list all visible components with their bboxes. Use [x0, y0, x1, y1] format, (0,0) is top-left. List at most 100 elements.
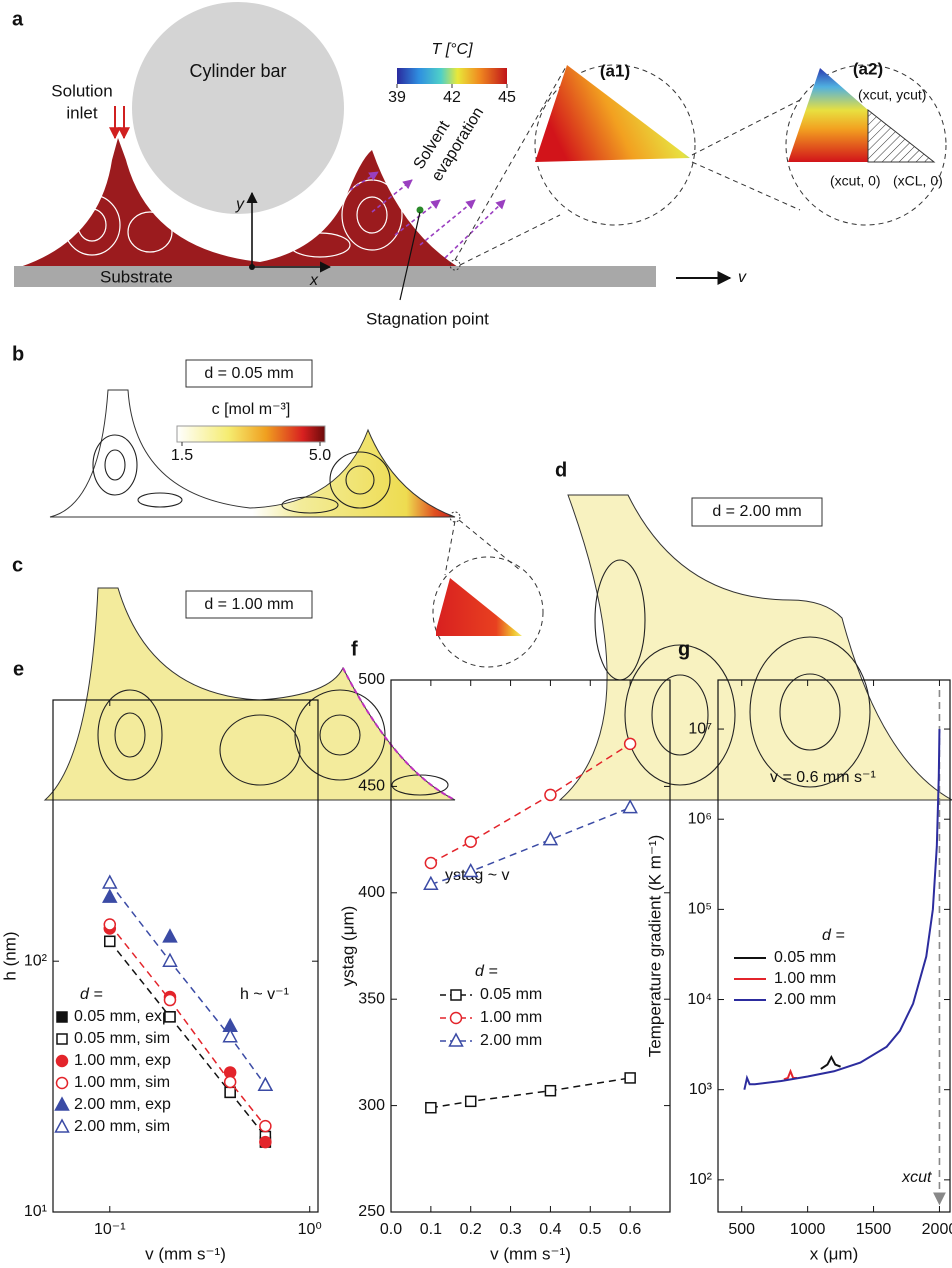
data-point: [544, 1084, 557, 1097]
streamline: [651, 674, 709, 756]
x-tick-label: 2000: [922, 1221, 952, 1238]
x-tick-label: 10⁻¹: [94, 1221, 126, 1238]
cylinder: [132, 2, 344, 214]
streamline: [137, 492, 183, 508]
x-tick-label: 0.3: [499, 1221, 521, 1238]
panel-b: b d = 0.05 mm c [mol m⁻³]: [12, 343, 544, 668]
zoom-circle: [785, 64, 947, 226]
data-point: [622, 799, 638, 814]
y-tick-label: 10²: [24, 952, 48, 969]
panel-c: c d = 1.00 mm: [12, 554, 456, 801]
series-line: [109, 882, 266, 1086]
zoom-circle: [432, 556, 544, 668]
legend-marker: [54, 1118, 70, 1133]
cut-label: xcut: [901, 1169, 932, 1186]
data-point: [424, 856, 438, 870]
data-point: [223, 1075, 237, 1089]
x-tick-label: 0.1: [420, 1221, 442, 1238]
data-point: [102, 888, 118, 903]
x-axis-label: v (mm s⁻¹): [490, 1244, 571, 1263]
series-line: [820, 1054, 841, 1070]
streamline: [281, 496, 339, 514]
panel-d: d d = 2.00 mm: [555, 459, 952, 801]
legend-marker: [54, 1096, 70, 1111]
series-line: [109, 940, 266, 1137]
legend-title: d =: [80, 986, 103, 1003]
panel-label: d: [555, 459, 567, 481]
x-tick-label: 500: [728, 1221, 755, 1238]
zoom-line: [691, 161, 801, 211]
y-tick-label: 250: [358, 1203, 385, 1220]
data-point: [542, 831, 559, 846]
data-point: [624, 1072, 636, 1084]
data-point: [544, 788, 557, 802]
legend-marker: [448, 1032, 464, 1047]
zoom-lines: [454, 64, 801, 266]
data-point: [162, 952, 178, 967]
origin: [249, 264, 255, 270]
data-point: [464, 1095, 477, 1108]
zoom-label: (a1): [600, 61, 630, 80]
data-point: [462, 862, 479, 878]
stagnation-point: [416, 206, 424, 214]
streamline: [127, 211, 173, 253]
zoom-line: [459, 214, 561, 266]
streamline: [219, 714, 301, 786]
evaporation-arrow: [444, 199, 506, 259]
y-axis-label: ystag (μm): [338, 906, 357, 987]
legend-marker: [55, 1054, 69, 1068]
y-label: y: [235, 196, 245, 213]
x-label: x: [309, 272, 319, 289]
series-line: [430, 806, 631, 886]
y-tick-label: 350: [358, 990, 385, 1007]
plot-frame: [390, 679, 671, 1213]
annotation: v = 0.6 mm s⁻¹: [770, 769, 876, 786]
point-label: (xcut, 0): [830, 173, 881, 189]
evaporation-arrows: [349, 171, 506, 259]
data-point: [259, 1119, 272, 1133]
stagnation-label: Stagnation point: [366, 309, 489, 328]
legend-marker: [56, 1033, 68, 1045]
cut-region: [867, 108, 936, 163]
streamline: [329, 451, 391, 509]
y-axis-label: Temperature gradient (K m⁻¹): [645, 835, 664, 1058]
series-line: [743, 729, 941, 1090]
panel-label: b: [12, 343, 24, 365]
streamline: [97, 689, 163, 781]
y-axis-label: h (nm): [0, 931, 19, 980]
x-tick-label: 0.0: [380, 1221, 402, 1238]
y-tick-label: 300: [358, 1097, 385, 1114]
zoom-line: [454, 64, 568, 261]
legend-label: 1.00 mm: [480, 1009, 542, 1026]
data-point: [425, 1101, 437, 1114]
inlet-label: Solution: [51, 81, 112, 100]
legend-label: 0.05 mm, exp: [74, 1008, 171, 1025]
x-tick-label: 1500: [856, 1221, 892, 1238]
streamline: [345, 465, 375, 495]
panel-a: a Cylinder bar Substrate Solution inlet …: [12, 2, 947, 328]
meniscus: [49, 389, 456, 518]
panel-label: a: [12, 8, 24, 30]
streamlines: [92, 434, 391, 514]
meniscus: [20, 138, 458, 267]
data-point: [259, 1135, 272, 1149]
colorbar-tick-label: 45: [498, 89, 516, 106]
data-point: [104, 935, 116, 948]
streamline: [289, 232, 351, 258]
streamline: [104, 449, 126, 481]
y-tick-label: 10⁶: [688, 810, 712, 827]
diameter-label: d = 2.00 mm: [712, 503, 801, 520]
x-tick-label: 10⁰: [298, 1221, 322, 1238]
colorbar-tick-label: 42: [443, 89, 461, 106]
streamline: [114, 712, 146, 758]
evaporation-arrow: [419, 199, 476, 246]
legend-label: 2.00 mm: [774, 991, 836, 1008]
y-tick-label: 400: [358, 884, 385, 901]
point-label: (xcut, ycut): [858, 87, 926, 103]
zoom-circle: [534, 64, 696, 226]
data-point: [102, 874, 118, 889]
legend-title: d =: [822, 927, 845, 944]
colorbar-tick-label: 5.0: [309, 447, 331, 464]
x-tick-label: 0.4: [539, 1221, 561, 1238]
